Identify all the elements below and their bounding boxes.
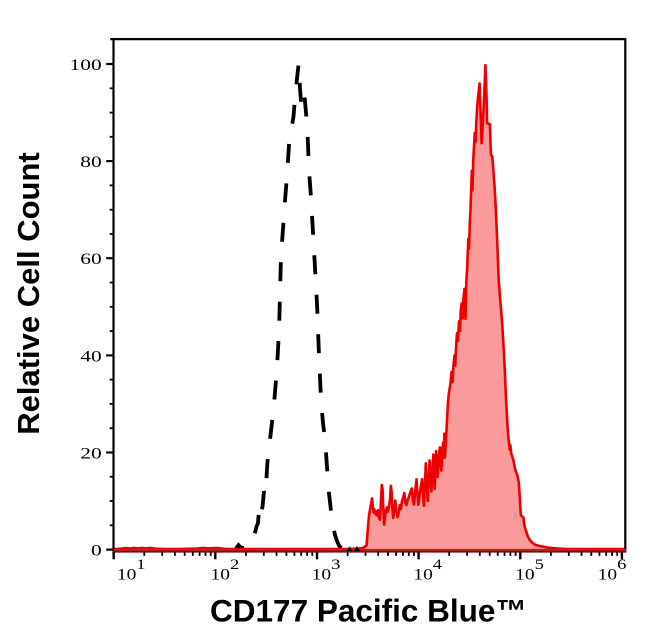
svg-text:0: 0	[91, 542, 102, 560]
svg-text:40: 40	[80, 348, 101, 366]
svg-text:CD177 Pacific Blue™: CD177 Pacific Blue™	[210, 592, 527, 628]
svg-text:Relative Cell Count: Relative Cell Count	[11, 152, 46, 435]
svg-text:100: 100	[69, 56, 101, 74]
svg-text:20: 20	[80, 445, 101, 463]
svg-text:80: 80	[80, 154, 101, 172]
svg-text:60: 60	[80, 251, 101, 269]
